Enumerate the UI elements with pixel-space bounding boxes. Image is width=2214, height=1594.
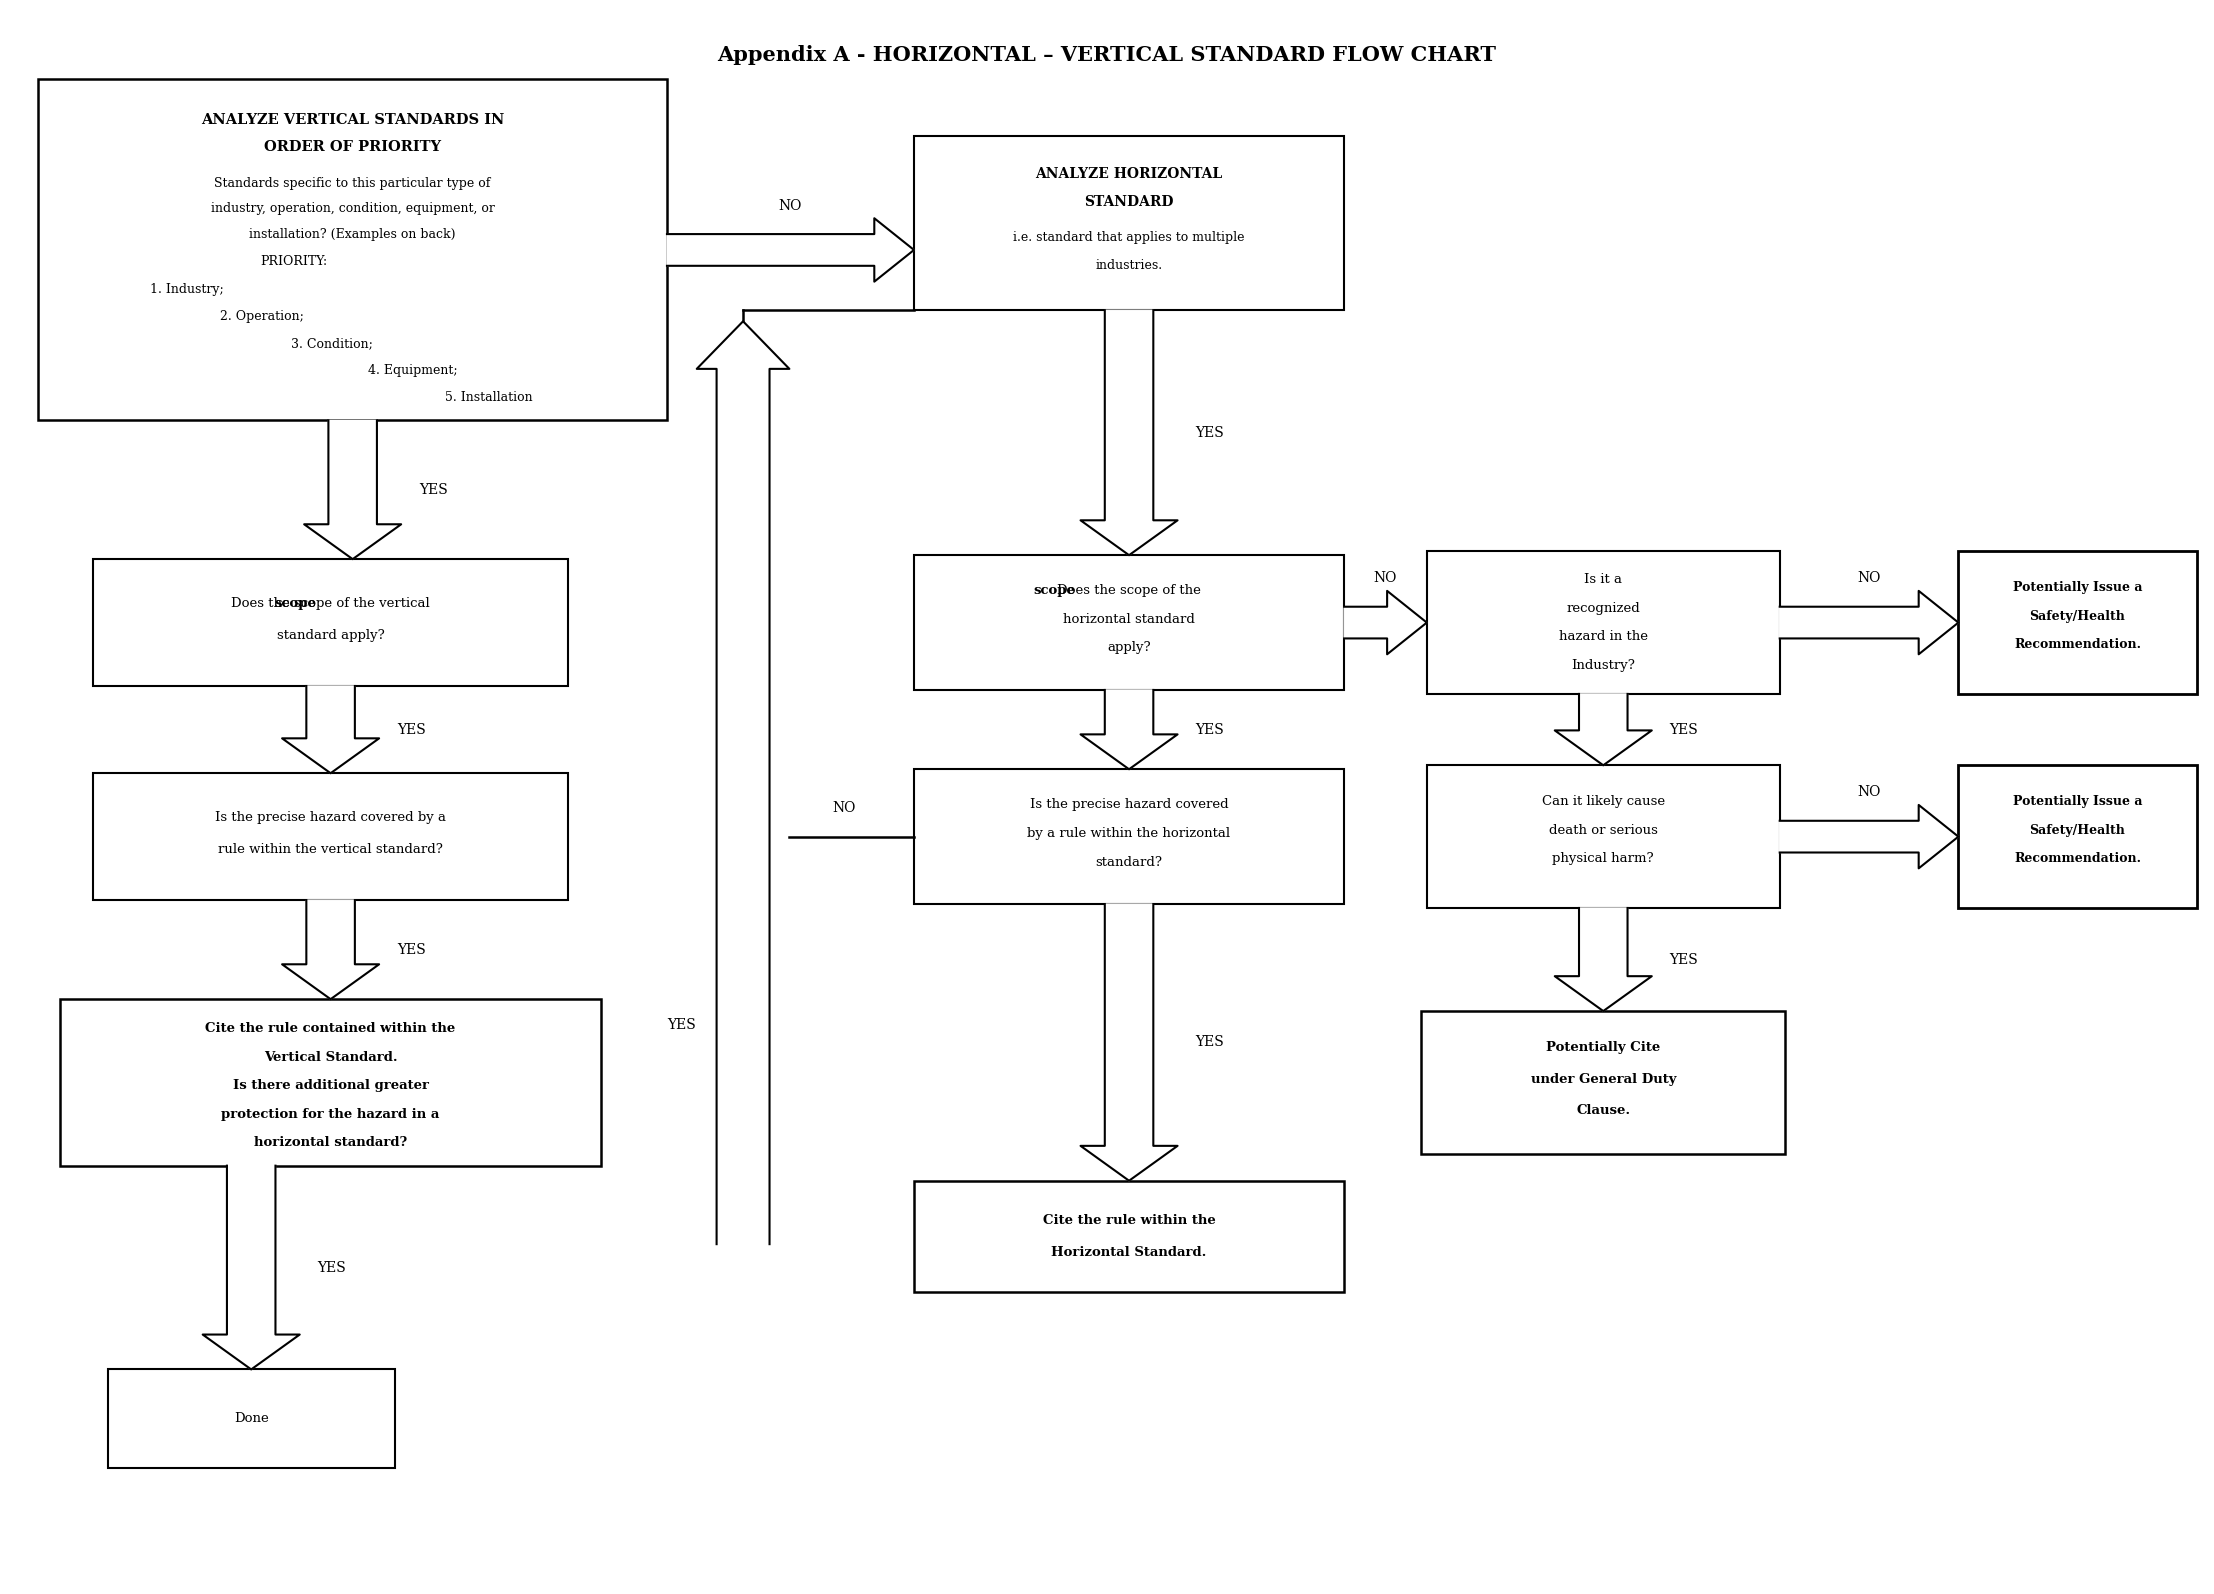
Bar	[914, 555, 1344, 690]
Text: under General Duty: under General Duty	[1530, 1073, 1676, 1086]
Text: Can it likely cause: Can it likely cause	[1541, 795, 1665, 808]
Text: YES: YES	[1196, 1036, 1224, 1049]
Text: 3. Condition;: 3. Condition;	[290, 336, 372, 351]
Text: Cite the rule within the: Cite the rule within the	[1043, 1215, 1215, 1227]
Polygon shape	[697, 322, 790, 1245]
Text: Done: Done	[235, 1412, 268, 1425]
Polygon shape	[204, 1165, 299, 1369]
Polygon shape	[1080, 690, 1178, 770]
Polygon shape	[666, 218, 914, 282]
Polygon shape	[1080, 311, 1178, 555]
Text: Is the precise hazard covered: Is the precise hazard covered	[1030, 799, 1229, 811]
Text: Does the scope of the: Does the scope of the	[1056, 585, 1200, 598]
Text: Recommendation.: Recommendation.	[2015, 638, 2141, 652]
Text: YES: YES	[1669, 722, 1698, 736]
Text: by a rule within the horizontal: by a rule within the horizontal	[1027, 827, 1231, 840]
Bar	[1959, 552, 2196, 693]
Text: STANDARD: STANDARD	[1085, 196, 1173, 209]
Text: physical harm?: physical harm?	[1552, 853, 1654, 866]
Polygon shape	[1344, 591, 1426, 654]
Text: NO: NO	[779, 199, 801, 212]
Text: Safety/Health: Safety/Health	[2030, 824, 2125, 837]
Bar	[108, 1369, 394, 1468]
Text: NO: NO	[1858, 786, 1880, 799]
Text: standard apply?: standard apply?	[277, 628, 385, 642]
Text: NO: NO	[1373, 571, 1397, 585]
Text: ORDER OF PRIORITY: ORDER OF PRIORITY	[263, 140, 441, 155]
Text: ANALYZE HORIZONTAL: ANALYZE HORIZONTAL	[1036, 167, 1222, 180]
Polygon shape	[303, 421, 401, 559]
Bar	[1426, 765, 1780, 909]
Text: YES: YES	[418, 483, 447, 497]
Text: recognized: recognized	[1565, 603, 1641, 615]
Polygon shape	[1554, 693, 1652, 765]
Bar	[93, 559, 567, 685]
Text: horizontal standard: horizontal standard	[1063, 614, 1196, 626]
Text: Potentially Cite: Potentially Cite	[1545, 1041, 1660, 1054]
Text: Horizontal Standard.: Horizontal Standard.	[1052, 1245, 1207, 1259]
Text: Is there additional greater: Is there additional greater	[232, 1079, 430, 1092]
Text: Appendix A - HORIZONTAL – VERTICAL STANDARD FLOW CHART: Appendix A - HORIZONTAL – VERTICAL STAND…	[717, 45, 1497, 65]
Bar	[1426, 552, 1780, 693]
Text: industries.: industries.	[1096, 260, 1162, 273]
Bar	[93, 773, 567, 901]
Text: Potentially Issue a: Potentially Issue a	[2013, 582, 2143, 595]
Polygon shape	[1080, 904, 1178, 1181]
Bar	[60, 999, 600, 1165]
Text: YES: YES	[317, 1261, 345, 1275]
Text: apply?: apply?	[1107, 641, 1151, 655]
Text: 2. Operation;: 2. Operation;	[221, 311, 303, 324]
Text: Recommendation.: Recommendation.	[2015, 853, 2141, 866]
Text: Standards specific to this particular type of: Standards specific to this particular ty…	[215, 177, 492, 190]
Text: ANALYZE VERTICAL STANDARDS IN: ANALYZE VERTICAL STANDARDS IN	[201, 113, 505, 128]
Polygon shape	[281, 685, 379, 773]
Bar	[914, 135, 1344, 311]
Bar	[38, 80, 666, 421]
Text: standard?: standard?	[1096, 856, 1162, 869]
Text: Industry?: Industry?	[1572, 658, 1636, 673]
Bar	[914, 770, 1344, 904]
Text: YES: YES	[1196, 722, 1224, 736]
Text: industry, operation, condition, equipment, or: industry, operation, condition, equipmen…	[210, 202, 494, 215]
Text: Cite the rule contained within the: Cite the rule contained within the	[206, 1022, 456, 1035]
Text: Safety/Health: Safety/Health	[2030, 611, 2125, 623]
Text: i.e. standard that applies to multiple: i.e. standard that applies to multiple	[1014, 231, 1244, 244]
Text: YES: YES	[396, 942, 425, 956]
Text: 5. Installation: 5. Installation	[445, 391, 534, 403]
Text: Is it a: Is it a	[1585, 574, 1623, 587]
Polygon shape	[1554, 909, 1652, 1011]
Polygon shape	[1780, 805, 1959, 869]
Text: horizontal standard?: horizontal standard?	[255, 1137, 407, 1149]
Text: scope: scope	[1034, 585, 1076, 598]
Text: YES: YES	[1196, 426, 1224, 440]
Text: Does the scope of the vertical: Does the scope of the vertical	[230, 598, 430, 611]
Text: installation? (Examples on back): installation? (Examples on back)	[250, 228, 456, 241]
Text: 1. Industry;: 1. Industry;	[151, 284, 224, 296]
Text: YES: YES	[396, 722, 425, 736]
Text: YES: YES	[666, 1019, 695, 1031]
Bar	[1421, 1011, 1784, 1154]
Text: NO: NO	[832, 802, 857, 815]
Text: YES: YES	[1669, 953, 1698, 966]
Text: death or serious: death or serious	[1550, 824, 1658, 837]
Text: Vertical Standard.: Vertical Standard.	[263, 1050, 399, 1063]
Text: hazard in the: hazard in the	[1559, 630, 1647, 644]
Text: Potentially Issue a: Potentially Issue a	[2013, 795, 2143, 808]
Text: scope: scope	[275, 598, 317, 611]
Text: 4. Equipment;: 4. Equipment;	[368, 363, 458, 376]
Text: rule within the vertical standard?: rule within the vertical standard?	[219, 843, 443, 856]
Text: Is the precise hazard covered by a: Is the precise hazard covered by a	[215, 811, 445, 824]
Polygon shape	[281, 901, 379, 999]
Polygon shape	[1780, 591, 1959, 654]
Bar	[1959, 765, 2196, 909]
Bar	[914, 1181, 1344, 1291]
Text: NO: NO	[1858, 571, 1880, 585]
Text: Clause.: Clause.	[1576, 1105, 1630, 1117]
Text: protection for the hazard in a: protection for the hazard in a	[221, 1108, 441, 1121]
Text: PRIORITY:: PRIORITY:	[259, 255, 328, 268]
